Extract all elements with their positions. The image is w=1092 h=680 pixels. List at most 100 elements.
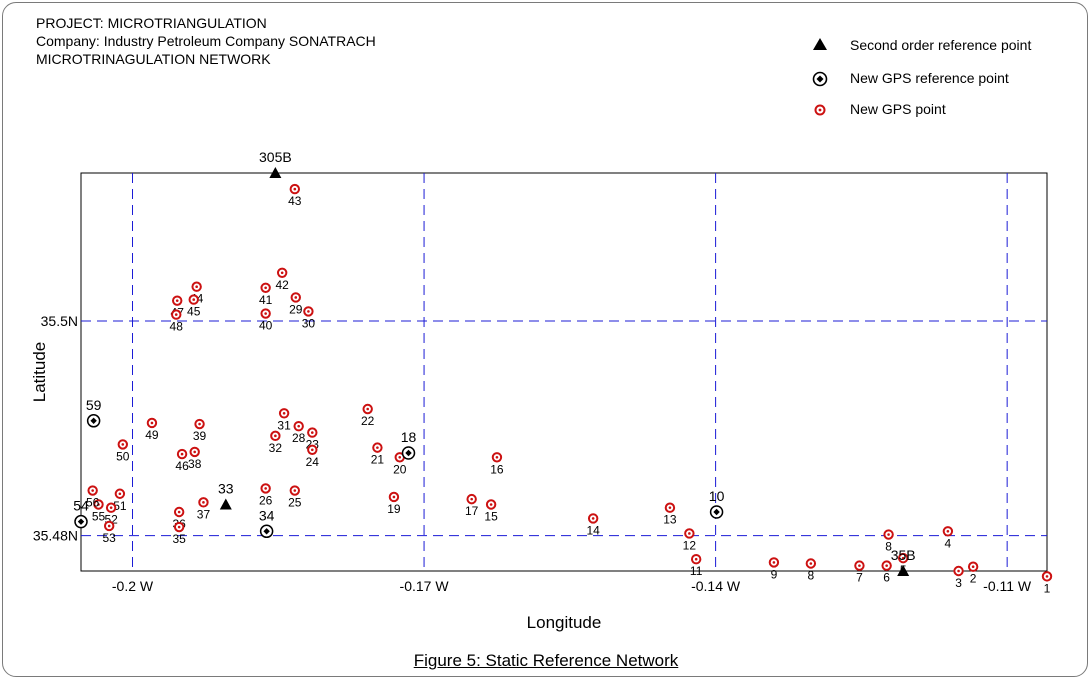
gps-point [93,499,104,510]
x-axis-label: Longitude [527,613,602,632]
gps-point-center [121,443,125,446]
gps-point-label: 25 [288,496,302,510]
gps-point [307,444,318,455]
gps-point-center [366,407,369,411]
gps-point-center [193,450,197,454]
gps-point [276,267,288,278]
gps-point-center [294,296,298,299]
gps-point [883,529,894,540]
gps-point-label: 15 [484,509,498,523]
gps-point [293,420,304,432]
gps-point-center [1045,575,1049,578]
gps-point-center [192,298,196,301]
gps-point [189,446,200,458]
gps-point-center [109,506,113,510]
gps-point-center [694,557,698,561]
gps-point-label: 11 [690,564,703,578]
gps-point-center [274,434,277,438]
gps-point-label: 35 [172,532,186,546]
gps-point [587,513,599,524]
gps-point-center [957,569,960,573]
gps-point-center [118,492,122,496]
gps-point [303,306,314,317]
gps-point [260,308,271,319]
gps-point-label: 48 [170,320,184,334]
gps-point-center [376,446,379,449]
gps-point-label: 37 [197,507,211,521]
gps-point-label: 12 [683,538,697,552]
gps-point [372,442,383,453]
gps-point-label: 2 [970,572,977,586]
gps-point-label: 56 [86,496,100,510]
gps-point-label: 31 [277,418,291,432]
gps-point [307,427,318,438]
second-order-label: 33 [218,480,234,496]
gps-point-center [175,299,179,302]
gps-point-center [293,187,297,191]
figure-caption-wrap: Figure 5: Static Reference Network [0,651,1092,671]
gps-point [466,493,477,505]
gps-point [173,506,185,518]
gps-point-center [310,431,314,434]
gps-point-label: 7 [856,571,863,585]
gps-point-label: 8 [885,540,892,554]
gps-point [881,560,892,571]
gps-point-center [174,313,178,316]
gps-point-center [591,517,595,520]
y-axis-label: Latitude [30,342,49,403]
gps-point-label: 29 [289,302,303,316]
gps-point-center [150,421,154,425]
gps-point-center [282,412,286,415]
gps-point-label: 39 [193,429,207,443]
gps-point-center [946,530,950,533]
gps-point-center [264,487,267,490]
gps-point-label: 22 [361,414,375,428]
gps-point [173,521,185,533]
reference-point-label: 18 [401,429,417,445]
gps-point-center [489,503,493,506]
gps-point [289,485,301,496]
gps-point [87,485,98,496]
gps-point-label: 42 [275,278,289,292]
gps-point-center [310,448,314,452]
legend-markers [812,38,828,116]
gps-point [194,418,205,430]
second-order-point [269,167,282,178]
gps-point [198,497,209,508]
gps-point-center [398,455,402,459]
gps-point-center [297,424,300,428]
gps-point-center [195,285,198,289]
gps-point-center [688,532,691,535]
gps-point [854,560,865,571]
gps-point [768,557,780,568]
y-tick-label: 35.5N [41,313,78,329]
gps-point-center [307,310,310,313]
reference-point-diamond-icon [816,75,824,83]
gps-point-label: 45 [187,305,201,319]
gps-point [388,491,400,503]
gps-point-inner-icon [818,108,822,112]
second-order-point [219,498,232,510]
gps-point-label: 19 [387,502,401,516]
gps-point-label: 13 [663,513,677,527]
gps-point-label: 8 [808,568,815,582]
gps-point [664,502,676,513]
gps-point-center [887,533,890,536]
gps-point [1041,571,1053,582]
reference-point [709,505,724,519]
gps-point [171,309,182,320]
gps-point [967,561,979,572]
gps-point [191,281,202,292]
second-order-label: 35B [891,547,916,563]
network-title: MICROTRINAGULATION NETWORK [36,51,271,67]
reference-point-diamond [263,528,270,535]
gps-point-center [809,562,813,565]
reference-point-diamond [405,449,412,457]
gps-point [146,417,158,429]
gps-point [176,448,188,460]
reference-point [74,514,88,529]
x-tick-label: -0.17 W [400,578,450,594]
company-name: Company: Industry Petroleum Company SONA… [36,33,376,49]
gps-point-label: 17 [465,504,479,518]
gps-point-center [901,556,905,560]
